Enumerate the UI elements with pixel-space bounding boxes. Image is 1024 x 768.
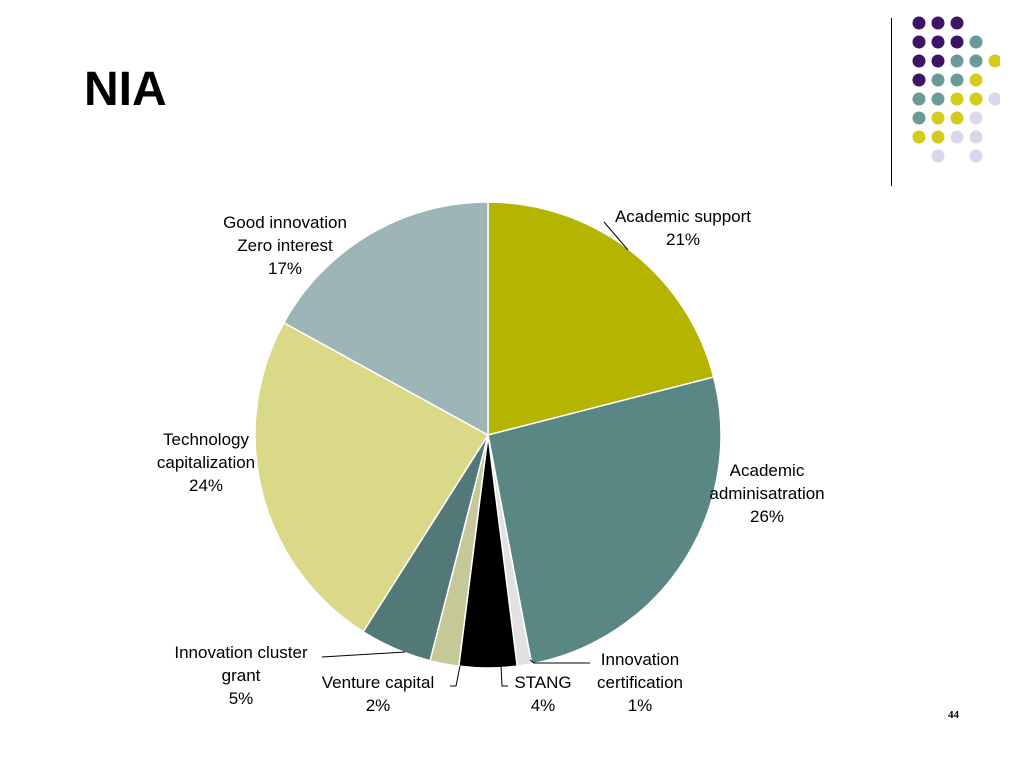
slice-label-line: 4%	[531, 696, 556, 715]
slice-label-line: 2%	[366, 696, 391, 715]
leader-line-5	[321, 651, 406, 658]
decorative-dot	[912, 92, 926, 106]
slice-label-7: Good innovation Zero interest 17%	[223, 213, 347, 278]
decorative-dot	[950, 35, 964, 49]
decorative-dot	[931, 73, 945, 87]
decorative-dot	[912, 54, 926, 68]
slice-label-line: capitalization	[157, 453, 255, 472]
decorative-dot	[969, 73, 983, 87]
leader-line-0	[603, 221, 629, 251]
decorative-dot	[950, 111, 964, 125]
slice-label-line: Zero interest	[237, 236, 333, 255]
slide-title: NIA	[84, 63, 167, 116]
slice-label-3: STANG 4%	[514, 673, 571, 715]
slice-label-line: 1%	[628, 696, 653, 715]
pie-slice-0	[487, 201, 715, 436]
pie-slice-1	[487, 376, 722, 665]
leader-lines	[321, 221, 629, 687]
pie-slice-7	[282, 201, 489, 437]
slice-label-2: Innovation certification 1%	[597, 650, 683, 715]
pie-slices	[254, 201, 722, 669]
decorative-dot	[988, 54, 1000, 68]
decorative-dot-grid	[912, 16, 1000, 163]
slice-label-6: Technology capitalization 24%	[157, 430, 255, 495]
slice-label-5: Innovation cluster grant 5%	[174, 643, 308, 708]
slice-label-0: Academic support 21%	[615, 207, 751, 249]
slice-label-line: Academic support	[615, 207, 751, 226]
decorative-dot	[931, 149, 945, 163]
slice-label-4: Venture capital 2%	[322, 673, 434, 715]
page-number: 44	[948, 709, 959, 721]
decorative-dot	[950, 73, 964, 87]
decorative-divider	[891, 18, 892, 186]
slice-label-line: Technology	[163, 430, 250, 449]
slice-label-line: adminisatration	[709, 484, 824, 503]
slice-label-line: 24%	[189, 476, 223, 495]
leader-line-4	[450, 665, 461, 687]
decorative-dot	[931, 35, 945, 49]
decorative-dot	[912, 73, 926, 87]
slice-label-line: 5%	[229, 689, 254, 708]
decorative-dot	[931, 16, 945, 30]
slice-label-line: 17%	[268, 259, 302, 278]
decorative-dot	[931, 111, 945, 125]
slice-label-line: certification	[597, 673, 683, 692]
decorative-dot	[969, 130, 983, 144]
decorative-dot	[912, 130, 926, 144]
decorative-dot	[969, 35, 983, 49]
slice-label-line: Academic	[730, 461, 805, 480]
slice-label-line: Innovation cluster	[174, 643, 308, 662]
slice-label-line: STANG	[514, 673, 571, 692]
leader-line-2	[529, 659, 590, 664]
decorative-dot	[931, 92, 945, 106]
slice-label-line: 21%	[666, 230, 700, 249]
decorative-dot	[950, 92, 964, 106]
pie-slice-6	[254, 321, 490, 633]
slice-label-line: Good innovation	[223, 213, 347, 232]
leader-line-3	[500, 665, 508, 687]
decorative-dot	[912, 111, 926, 125]
decorative-dot	[950, 130, 964, 144]
decorative-dot	[931, 130, 945, 144]
decorative-dot	[912, 35, 926, 49]
slice-label-1: Academic adminisatration 26%	[709, 461, 824, 526]
decorative-dot	[912, 16, 926, 30]
decorative-dot	[950, 54, 964, 68]
slice-label-line: Innovation	[601, 650, 679, 669]
decorative-dot	[969, 92, 983, 106]
slice-label-line: 26%	[750, 507, 784, 526]
decorative-dot	[950, 16, 964, 30]
decorative-dot	[931, 54, 945, 68]
decorative-dot	[969, 54, 983, 68]
slice-labels: Academic support 21% Academic adminisatrati…	[157, 207, 825, 715]
decorative-dot	[969, 149, 983, 163]
decorative-dot	[988, 92, 1000, 106]
slice-label-line: Venture capital	[322, 673, 434, 692]
slice-label-line: grant	[222, 666, 261, 685]
decorative-dot	[969, 111, 983, 125]
